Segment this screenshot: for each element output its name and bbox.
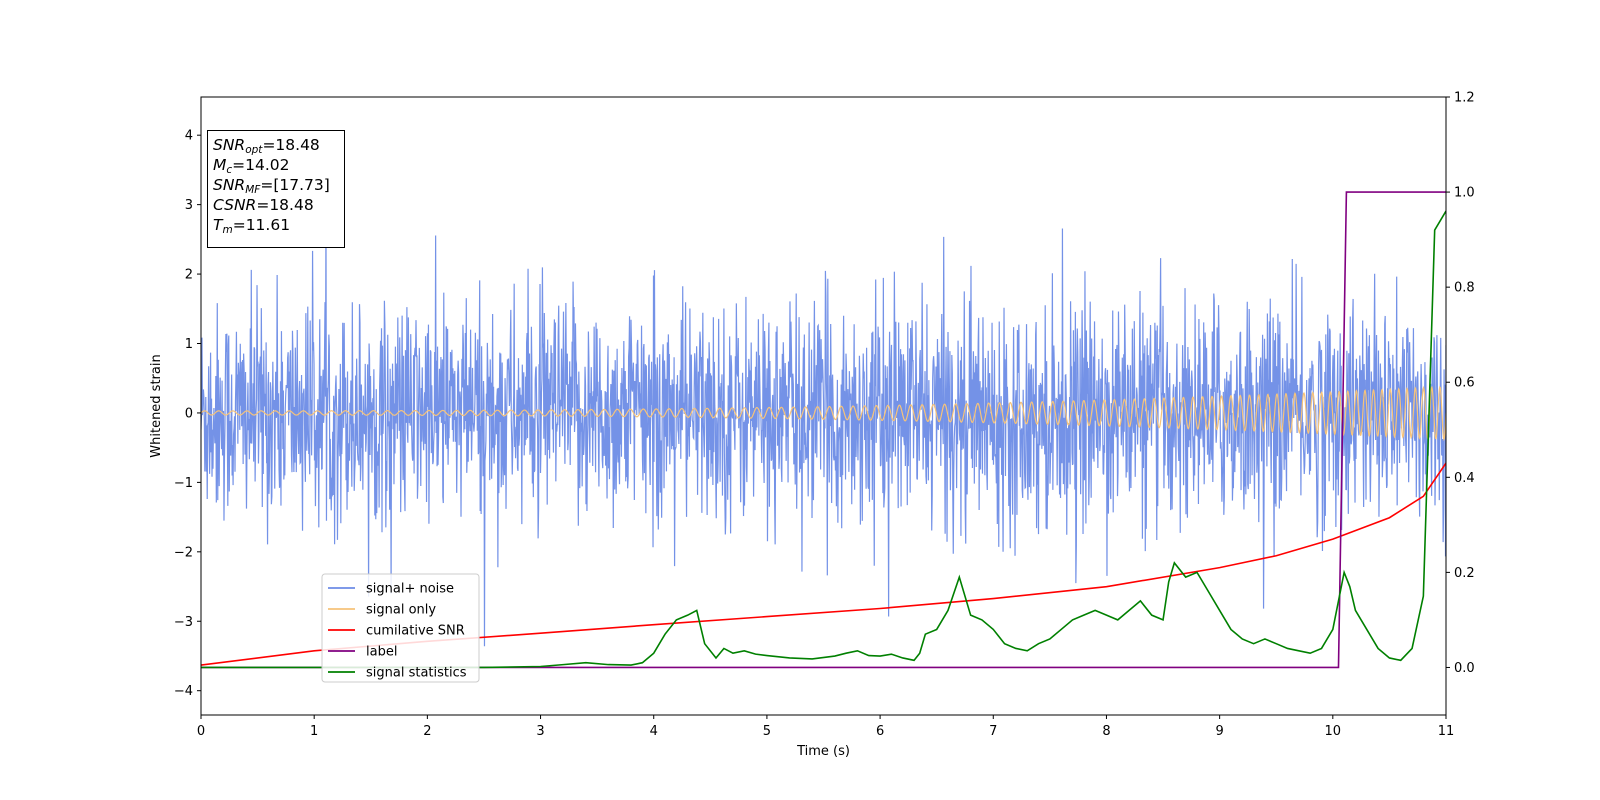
x-tick-label: 4 bbox=[650, 724, 658, 739]
series-signal-only bbox=[201, 385, 1446, 442]
legend-entry: cumilative SNR bbox=[366, 624, 465, 639]
y-right-tick-label: 1.0 bbox=[1454, 186, 1475, 201]
x-tick-label: 2 bbox=[423, 724, 431, 739]
y-left-tick-label: −2 bbox=[174, 545, 193, 560]
x-tick-label: 10 bbox=[1325, 724, 1342, 739]
legend-entry: signal+ noise bbox=[366, 582, 454, 597]
series-signal-statistics bbox=[201, 210, 1446, 669]
legend-entry: signal only bbox=[366, 603, 436, 618]
annotation-box: SNRopt=18.48 Mc=14.02 SNRMF=[17.73] CSNR… bbox=[207, 130, 345, 248]
series-signal-noise bbox=[201, 206, 1446, 647]
y-axis-label: Whitened strain bbox=[149, 354, 164, 457]
x-tick-label: 5 bbox=[763, 724, 771, 739]
x-tick-label: 11 bbox=[1438, 724, 1455, 739]
annotation-snr-mf: SNRMF=[17.73] bbox=[213, 176, 330, 196]
x-tick-label: 1 bbox=[310, 724, 318, 739]
annotation-tm: Tm=11.61 bbox=[213, 216, 291, 236]
legend-entry: signal statistics bbox=[366, 666, 467, 681]
y-left-tick-label: 1 bbox=[185, 337, 193, 352]
y-left-tick-label: −4 bbox=[174, 684, 193, 699]
legend: signal+ noise signal only cumilative SNR la… bbox=[321, 573, 480, 683]
plot-frame bbox=[200, 96, 1447, 716]
x-tick-label: 3 bbox=[536, 724, 544, 739]
y-right-tick-label: 0.4 bbox=[1454, 471, 1475, 486]
x-tick-label: 6 bbox=[876, 724, 884, 739]
x-axis-label: Time (s) bbox=[796, 744, 850, 759]
y-right-tick-label: 1.2 bbox=[1454, 91, 1475, 106]
x-tick-label: 8 bbox=[1102, 724, 1110, 739]
y-axis-left: −4 −3 −2 −1 0 1 2 3 4 bbox=[174, 129, 201, 699]
y-left-tick-label: 3 bbox=[185, 198, 193, 213]
y-right-tick-label: 0.0 bbox=[1454, 661, 1475, 676]
x-tick-label: 0 bbox=[197, 724, 205, 739]
y-axis-right: 0.0 0.2 0.4 0.6 0.8 1.0 1.2 bbox=[1446, 91, 1475, 676]
y-left-tick-label: −1 bbox=[174, 476, 193, 491]
legend-frame bbox=[321, 573, 480, 683]
y-right-tick-label: 0.6 bbox=[1454, 376, 1475, 391]
legend-entry: label bbox=[366, 645, 397, 660]
annotation-csnr: CSNR=18.48 bbox=[213, 196, 314, 214]
x-tick-label: 7 bbox=[989, 724, 997, 739]
y-left-tick-label: 0 bbox=[185, 406, 193, 421]
annotation-snr-opt: SNRopt=18.48 bbox=[213, 136, 320, 156]
y-right-tick-label: 0.2 bbox=[1454, 566, 1475, 581]
y-left-tick-label: 2 bbox=[185, 268, 193, 283]
y-right-tick-label: 0.8 bbox=[1454, 281, 1475, 296]
annotation-mc: Mc=14.02 bbox=[213, 156, 290, 176]
x-tick-label: 9 bbox=[1215, 724, 1223, 739]
y-left-tick-label: 4 bbox=[185, 129, 193, 144]
x-axis: 0 1 2 3 4 5 6 7 8 9 10 11 bbox=[197, 715, 1454, 739]
series-label bbox=[201, 191, 1446, 669]
y-left-tick-label: −3 bbox=[174, 615, 193, 630]
